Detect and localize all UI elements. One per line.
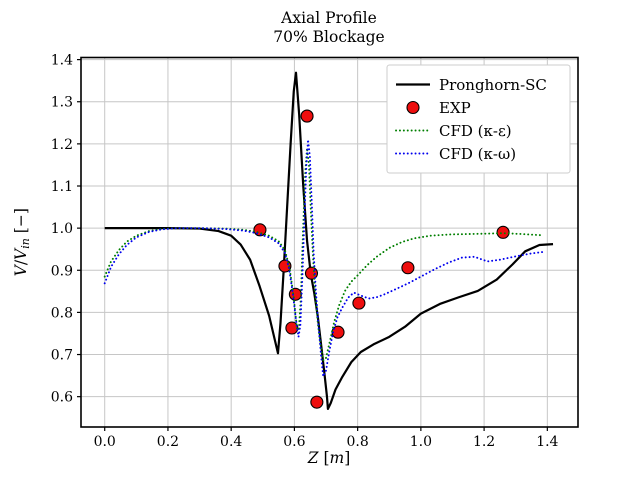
- axes-layer: 0.0 0.2 0.4 0.6 0.8 1.0 1.2 1.4 0.6 0.7 0.8 0.9 1.0 1…: [51, 53, 579, 450]
- exp-data-point: [288, 287, 302, 301]
- y-tick-label: 0.8: [51, 305, 73, 321]
- legend-label: Pronghorn-SC: [439, 76, 547, 94]
- y-tick-label: 0.7: [51, 348, 73, 364]
- series-layer: [103, 71, 554, 410]
- exp-data-point: [300, 109, 314, 123]
- y-tick-label: 0.6: [51, 390, 73, 406]
- exp-data-point: [253, 223, 267, 237]
- x-tick-label: 0.4: [220, 434, 242, 450]
- x-axis-label: Z [m]: [307, 449, 351, 467]
- legend-marker-exp: [406, 100, 420, 115]
- y-tick-label: 1.3: [51, 95, 73, 111]
- legend-frame: [386, 64, 571, 174]
- series-cfd-: [103, 147, 544, 362]
- legend-label: EXP: [439, 99, 471, 117]
- x-tick-label: 0.8: [347, 434, 369, 450]
- chart-title-line2: 70% Blockage: [273, 28, 384, 46]
- y-tick-label: 0.9: [51, 263, 73, 279]
- legend-label: CFD (κ-ε): [439, 122, 512, 140]
- y-axis-label: V/Vin [−]: [12, 208, 32, 276]
- x-tick-label: 0.6: [283, 434, 305, 450]
- x-tick-label: 0.2: [157, 434, 179, 450]
- x-tick-label: 1.4: [536, 434, 558, 450]
- legend-label: CFD (κ-ω): [439, 145, 516, 163]
- x-tick-label: 1.0: [410, 434, 432, 450]
- exp-data-point: [285, 321, 299, 335]
- y-tick-label: 1.0: [51, 221, 73, 237]
- exp-data-point: [352, 296, 366, 310]
- plot-border: [80, 56, 579, 428]
- y-tick-label: 1.1: [51, 179, 73, 195]
- chart-title-line1: Axial Profile: [280, 9, 377, 27]
- x-tick-label: 1.2: [473, 434, 495, 450]
- exp-data-point: [401, 261, 415, 275]
- exp-data-point: [496, 225, 510, 239]
- series-cfd-: [103, 138, 546, 378]
- y-tick-label: 1.2: [51, 137, 73, 153]
- legend-box: Pronghorn-SC EXP CFD (κ-ε) CFD (κ-ω): [386, 64, 571, 174]
- exp-data-point: [310, 395, 324, 409]
- x-tick-label: 0.0: [94, 434, 116, 450]
- y-tick-label: 1.4: [51, 53, 73, 69]
